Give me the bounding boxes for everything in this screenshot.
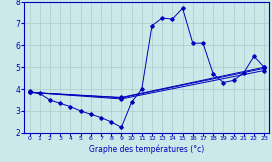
X-axis label: Graphe des températures (°c): Graphe des températures (°c) [89, 144, 205, 154]
